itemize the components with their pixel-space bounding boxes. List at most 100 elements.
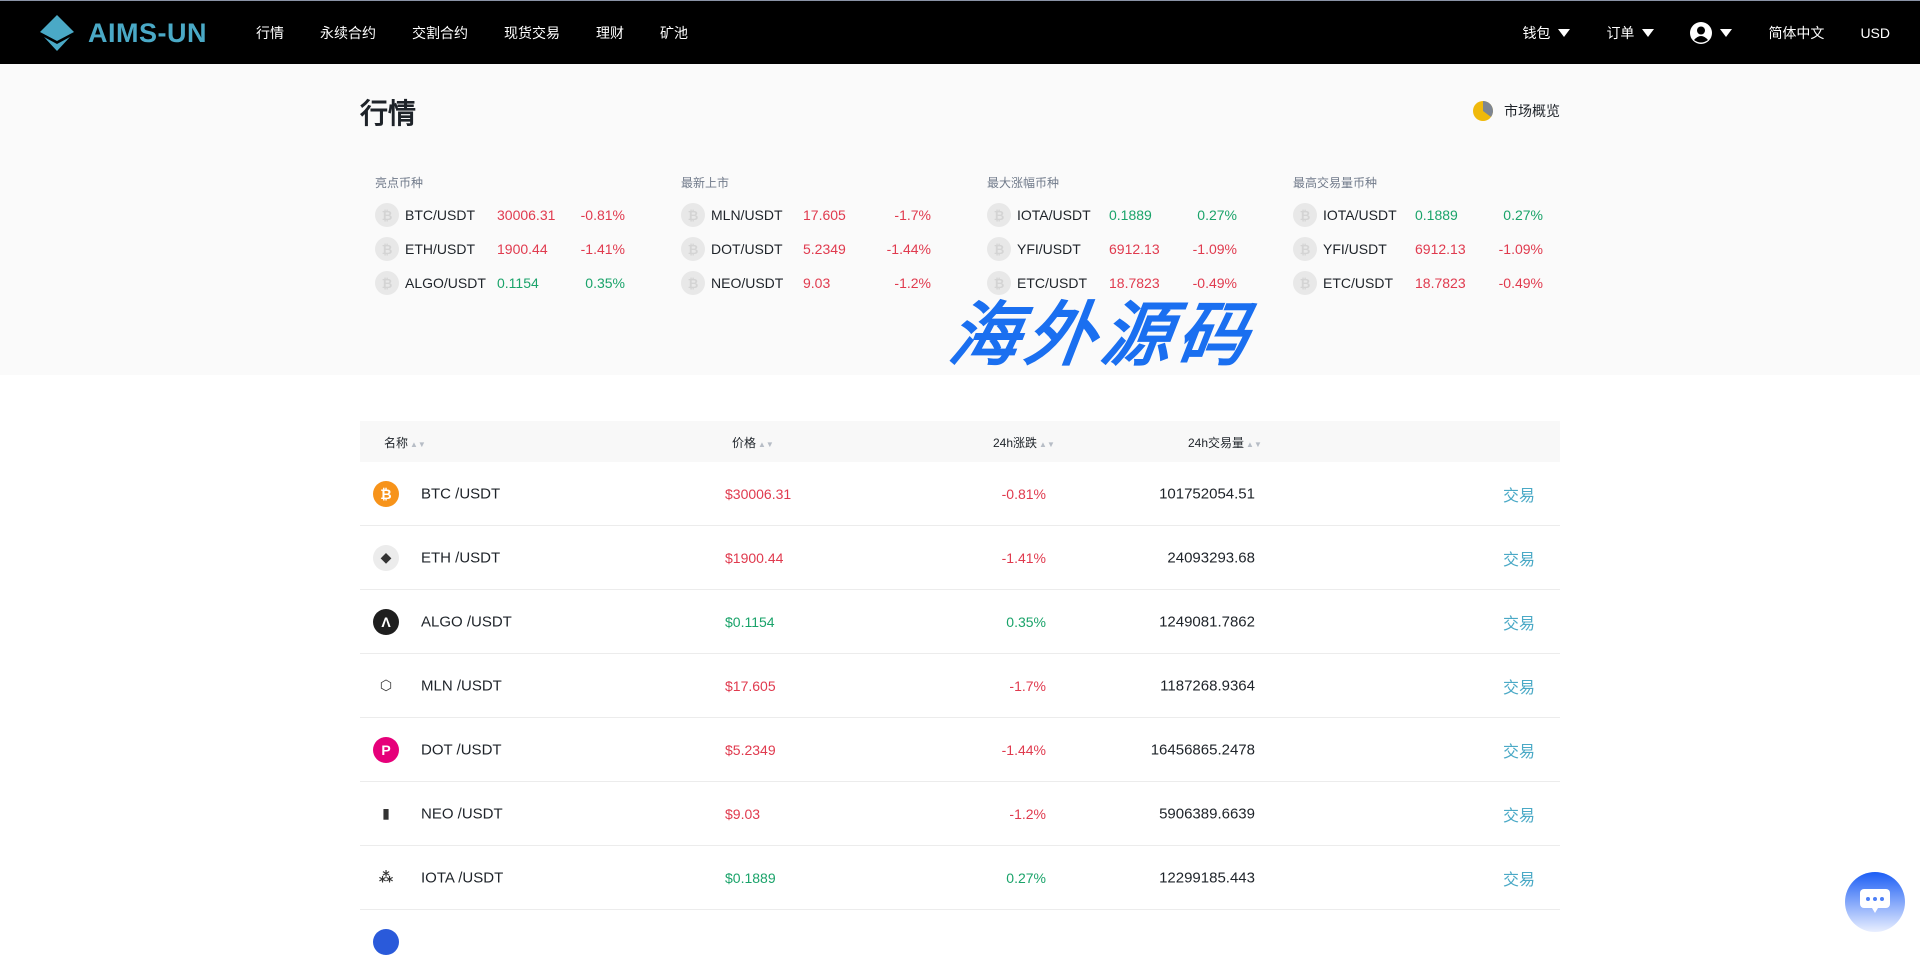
card-label: 亮点币种 bbox=[375, 176, 424, 190]
table-row[interactable]: ⬡ MLN /USDT $17.605 -1.7% 1187268.9364 交… bbox=[360, 654, 1560, 718]
table-row[interactable]: ◆ ETH /USDT $1900.44 -1.41% 24093293.68 … bbox=[360, 526, 1560, 590]
table-row[interactable]: P DOT /USDT $5.2349 -1.44% 16456865.2478… bbox=[360, 718, 1560, 782]
row-volume: 24093293.68 bbox=[1167, 549, 1255, 566]
logo-icon bbox=[40, 15, 74, 51]
chevron-down-icon bbox=[1720, 29, 1733, 37]
table-row[interactable]: ▮ NEO /USDT $9.03 -1.2% 5906389.6639 交易 bbox=[360, 782, 1560, 846]
coin-placeholder-icon: ₿ bbox=[681, 237, 705, 261]
coin-placeholder-icon: ₿ bbox=[987, 271, 1011, 295]
coin-placeholder-icon: ₿ bbox=[375, 203, 399, 227]
col-change[interactable]: 24h涨跌 ▲▼ bbox=[993, 436, 1055, 450]
overview-pair-row[interactable]: ₿ YFI/USDT 6912.13 -1.09% bbox=[1293, 232, 1593, 266]
trade-link[interactable]: 交易 bbox=[1502, 743, 1535, 761]
overview-pair-row[interactable]: ₿ BTC/USDT 30006.31 -0.81% bbox=[375, 198, 675, 232]
coin-placeholder-icon: ₿ bbox=[681, 203, 705, 227]
col-volume[interactable]: 24h交易量 ▲▼ bbox=[1188, 436, 1262, 450]
nav-spot[interactable]: 现货交易 bbox=[504, 25, 560, 41]
row-pair: ETH /USDT bbox=[421, 549, 501, 566]
card-label: 最大涨幅币种 bbox=[987, 176, 1060, 190]
row-change: -0.81% bbox=[1001, 485, 1046, 502]
pair-name: MLN/USDT bbox=[711, 207, 783, 223]
top-navbar: AIMS-UN 行情 永续合约 交割合约 现货交易 理财 矿池 钱包 订单 简体… bbox=[0, 0, 1920, 64]
nav-market[interactable]: 行情 bbox=[256, 25, 284, 41]
col-name[interactable]: 名称 ▲▼ bbox=[384, 436, 426, 450]
pair-price: 5.2349 bbox=[803, 241, 846, 257]
row-pair: MLN /USDT bbox=[421, 677, 502, 694]
chat-support-button[interactable] bbox=[1845, 872, 1905, 932]
overview-pair-row[interactable]: ₿ DOT/USDT 5.2349 -1.44% bbox=[681, 232, 981, 266]
overview-pair-row[interactable]: ₿ MLN/USDT 17.605 -1.7% bbox=[681, 198, 981, 232]
pair-change: -1.41% bbox=[580, 241, 625, 257]
nav-finance[interactable]: 理财 bbox=[596, 25, 624, 41]
row-volume: 12299185.443 bbox=[1159, 869, 1255, 886]
logo[interactable]: AIMS-UN bbox=[40, 15, 207, 51]
pair-price: 6912.13 bbox=[1109, 241, 1160, 257]
row-pair: IOTA /USDT bbox=[421, 869, 504, 886]
col-price[interactable]: 价格 ▲▼ bbox=[732, 436, 774, 450]
market-overview-link[interactable]: 市场概览 bbox=[1472, 100, 1560, 122]
table-row[interactable]: ₿ BTC /USDT $30006.31 -0.81% 101752054.5… bbox=[360, 462, 1560, 526]
overview-pair-row[interactable]: ₿ NEO/USDT 9.03 -1.2% bbox=[681, 266, 981, 300]
overview-pair-row[interactable]: ₿ ETC/USDT 18.7823 -0.49% bbox=[1293, 266, 1593, 300]
iota-icon: ⁂ bbox=[373, 864, 399, 891]
trade-link[interactable]: 交易 bbox=[1502, 807, 1535, 825]
coin-placeholder-icon: ₿ bbox=[1293, 203, 1317, 227]
algorand-icon: Λ bbox=[373, 608, 399, 635]
table-row[interactable]: Λ ALGO /USDT $0.1154 0.35% 1249081.7862 … bbox=[360, 590, 1560, 654]
overview-pair-row[interactable]: ₿ IOTA/USDT 0.1889 0.27% bbox=[1293, 198, 1593, 232]
overview-card: 最高交易量币种 ₿ IOTA/USDT 0.1889 0.27% ₿ YFI/U… bbox=[1293, 174, 1593, 300]
overview-pair-row[interactable]: ₿ YFI/USDT 6912.13 -1.09% bbox=[987, 232, 1287, 266]
table-row[interactable] bbox=[360, 910, 1560, 974]
market-overview-section: 行情 市场概览 亮点币种 ₿ BTC/USDT 30006.31 -0.81% … bbox=[0, 64, 1920, 375]
sort-icon: ▲▼ bbox=[1039, 440, 1055, 449]
row-price: $17.605 bbox=[725, 677, 776, 694]
overview-pair-row[interactable]: ₿ ALGO/USDT 0.1154 0.35% bbox=[375, 266, 675, 300]
table-header: 名称 ▲▼ 价格 ▲▼ 24h涨跌 ▲▼ 24h交易量 ▲▼ bbox=[360, 421, 1560, 462]
trade-link[interactable]: 交易 bbox=[1502, 551, 1535, 569]
wallet-menu[interactable]: 钱包 bbox=[1522, 23, 1571, 43]
table-row[interactable]: ⁂ IOTA /USDT $0.1889 0.27% 12299185.443 … bbox=[360, 846, 1560, 910]
account-menu[interactable] bbox=[1690, 22, 1733, 44]
pair-price: 1900.44 bbox=[497, 241, 548, 257]
row-price: $0.1154 bbox=[725, 613, 775, 630]
brand-name: AIMS-UN bbox=[88, 17, 207, 48]
row-pair: ALGO /USDT bbox=[421, 613, 512, 630]
trade-link[interactable]: 交易 bbox=[1502, 871, 1535, 889]
nav-mining-pool[interactable]: 矿池 bbox=[660, 25, 688, 41]
pair-name: DOT/USDT bbox=[711, 241, 783, 257]
watermark: 海外源码 bbox=[944, 293, 1260, 376]
language-selector[interactable]: 简体中文 bbox=[1768, 25, 1825, 41]
row-price: $0.1889 bbox=[725, 869, 776, 886]
chevron-down-icon bbox=[1642, 29, 1655, 37]
coin-placeholder-icon: ₿ bbox=[1293, 271, 1317, 295]
melon-icon: ⬡ bbox=[373, 672, 399, 699]
overview-pair-row[interactable]: ₿ ETH/USDT 1900.44 -1.41% bbox=[375, 232, 675, 266]
row-change: -1.7% bbox=[1009, 677, 1046, 694]
pair-price: 0.1154 bbox=[497, 275, 539, 291]
pair-change: -0.49% bbox=[1192, 275, 1237, 291]
pair-name: YFI/USDT bbox=[1323, 241, 1387, 257]
market-overview-label: 市场概览 bbox=[1504, 103, 1560, 119]
bitcoin-icon: ₿ bbox=[373, 480, 399, 507]
pair-price: 9.03 bbox=[803, 275, 831, 291]
trade-link[interactable]: 交易 bbox=[1502, 487, 1535, 505]
pair-change: -0.81% bbox=[580, 207, 625, 223]
pair-change: 0.35% bbox=[585, 275, 625, 291]
row-price: $9.03 bbox=[725, 805, 761, 822]
row-pair: NEO /USDT bbox=[421, 805, 503, 822]
row-volume: 1187268.9364 bbox=[1160, 677, 1255, 694]
currency-selector[interactable]: USD bbox=[1860, 25, 1890, 41]
market-table: 名称 ▲▼ 价格 ▲▼ 24h涨跌 ▲▼ 24h交易量 ▲▼ ₿ BTC /USDT $… bbox=[360, 421, 1560, 974]
row-volume: 1249081.7862 bbox=[1159, 613, 1255, 630]
user-avatar-icon bbox=[1690, 22, 1713, 44]
nav-perpetual[interactable]: 永续合约 bbox=[320, 25, 376, 41]
trade-link[interactable]: 交易 bbox=[1502, 615, 1535, 633]
card-label: 最高交易量币种 bbox=[1293, 176, 1378, 190]
overview-pair-row[interactable]: ₿ ETC/USDT 18.7823 -0.49% bbox=[987, 266, 1287, 300]
nav-delivery[interactable]: 交割合约 bbox=[412, 25, 468, 41]
wallet-label: 钱包 bbox=[1522, 25, 1551, 41]
coin-placeholder-icon: ₿ bbox=[987, 203, 1011, 227]
orders-menu[interactable]: 订单 bbox=[1606, 23, 1655, 43]
trade-link[interactable]: 交易 bbox=[1502, 679, 1535, 697]
overview-pair-row[interactable]: ₿ IOTA/USDT 0.1889 0.27% bbox=[987, 198, 1287, 232]
